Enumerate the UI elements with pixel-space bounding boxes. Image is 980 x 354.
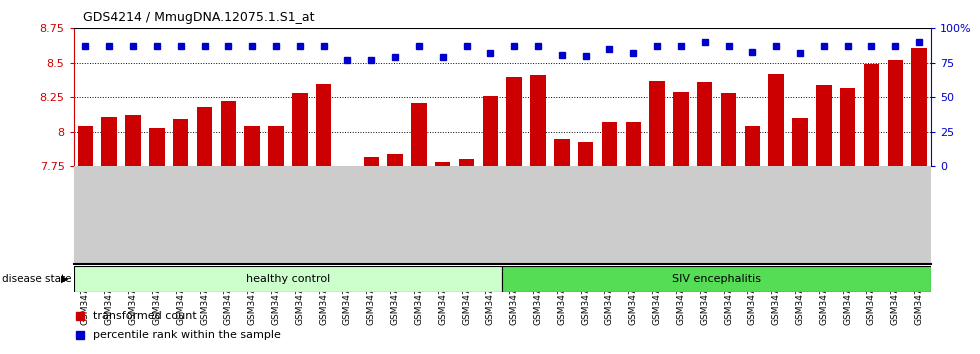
- Bar: [387, 154, 403, 354]
- Bar: [482, 96, 498, 354]
- Bar: [554, 139, 569, 354]
- Bar: [650, 81, 664, 354]
- Bar: [673, 92, 689, 354]
- Bar: [364, 157, 379, 354]
- Bar: [602, 122, 617, 354]
- Bar: [768, 74, 784, 354]
- Bar: [863, 64, 879, 354]
- Text: transformed count: transformed count: [93, 311, 197, 321]
- Bar: [435, 162, 451, 354]
- Bar: [502, 266, 931, 292]
- Bar: [745, 126, 760, 354]
- Bar: [149, 128, 165, 354]
- Bar: [459, 159, 474, 354]
- Bar: [172, 119, 188, 354]
- Text: ▶: ▶: [61, 274, 69, 284]
- Bar: [292, 93, 308, 354]
- Bar: [316, 84, 331, 354]
- Text: SIV encephalitis: SIV encephalitis: [672, 274, 761, 284]
- Bar: [102, 117, 117, 354]
- Bar: [412, 103, 426, 354]
- Bar: [220, 102, 236, 354]
- Bar: [840, 88, 856, 354]
- Text: GDS4214 / MmugDNA.12075.1.S1_at: GDS4214 / MmugDNA.12075.1.S1_at: [83, 11, 315, 24]
- Text: healthy control: healthy control: [246, 274, 330, 284]
- Bar: [74, 266, 502, 292]
- Bar: [816, 85, 832, 354]
- Bar: [792, 118, 808, 354]
- Text: percentile rank within the sample: percentile rank within the sample: [93, 330, 281, 340]
- Text: disease state: disease state: [2, 274, 72, 284]
- Bar: [911, 48, 927, 354]
- Bar: [530, 75, 546, 354]
- Bar: [625, 122, 641, 354]
- Bar: [77, 126, 93, 354]
- Bar: [197, 107, 213, 354]
- Bar: [697, 82, 712, 354]
- Bar: [888, 60, 903, 354]
- Bar: [721, 93, 736, 354]
- Bar: [244, 126, 260, 354]
- Bar: [340, 166, 355, 354]
- Bar: [269, 126, 283, 354]
- Bar: [507, 76, 522, 354]
- Bar: [578, 142, 593, 354]
- Bar: [125, 115, 141, 354]
